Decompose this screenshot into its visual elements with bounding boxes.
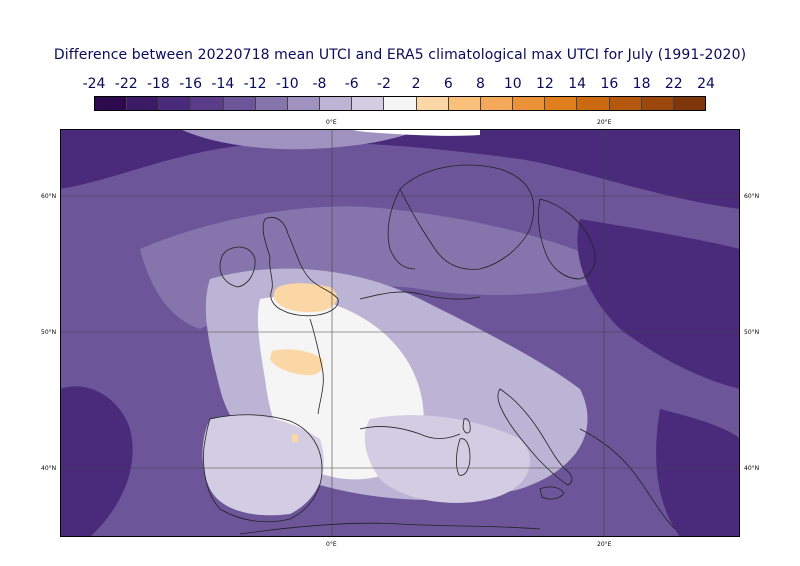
coast-corsica bbox=[462, 418, 471, 434]
colorbar-swatch bbox=[159, 97, 192, 110]
field-warm-brittany bbox=[270, 349, 324, 376]
colorbar-tick-label: -16 bbox=[179, 76, 203, 92]
colorbar-tick-label: -24 bbox=[82, 76, 106, 92]
colorbar-tick-label: -22 bbox=[114, 76, 138, 92]
colorbar-tick-label: 12 bbox=[536, 76, 554, 92]
coast-gulf-lion bbox=[359, 426, 461, 439]
coast-north-africa bbox=[239, 522, 541, 535]
map-title: Difference between 20220718 mean UTCI an… bbox=[53, 47, 747, 63]
colorbar-tick-label: 22 bbox=[664, 76, 683, 92]
tick-right-50N: 50°N bbox=[744, 329, 760, 336]
coast-scandinavia bbox=[399, 164, 534, 270]
colorbar bbox=[94, 96, 706, 111]
colorbar-swatch bbox=[287, 97, 321, 110]
tick-left-50N: 50°N bbox=[41, 329, 57, 336]
tick-top-20E: 20°E bbox=[597, 119, 612, 126]
field-warm-england bbox=[273, 283, 337, 313]
colorbar-swatch bbox=[545, 97, 578, 110]
field-southeast-dark bbox=[656, 409, 740, 537]
colorbar-swatch bbox=[673, 97, 705, 110]
map-panel bbox=[60, 129, 740, 537]
field-east-dark bbox=[577, 219, 740, 389]
tick-left-60N: 60°N bbox=[41, 193, 57, 200]
tick-right-60N: 60°N bbox=[744, 193, 760, 200]
colorbar-tick-label: -12 bbox=[243, 76, 267, 92]
coast-norway-west bbox=[387, 188, 416, 270]
colorbar-swatch bbox=[320, 97, 353, 110]
field-white-top bbox=[350, 129, 480, 136]
colorbar-swatch bbox=[255, 97, 288, 110]
tick-bottom-20E: 20°E bbox=[597, 541, 612, 548]
colorbar-tick-label: 8 bbox=[476, 76, 485, 92]
colorbar-swatch bbox=[127, 97, 160, 110]
coast-sardinia bbox=[456, 438, 471, 476]
colorbar-tick-label: -10 bbox=[275, 76, 299, 92]
colorbar-swatch bbox=[641, 97, 674, 110]
field-warm-spot bbox=[292, 434, 298, 442]
colorbar-swatch bbox=[95, 97, 128, 110]
field-west-dark bbox=[60, 386, 133, 537]
colorbar-tick-label: -6 bbox=[344, 76, 359, 92]
colorbar-tick-label: -8 bbox=[312, 76, 327, 92]
colorbar-tick-label: 14 bbox=[568, 76, 587, 92]
colorbar-tick-label: 24 bbox=[697, 76, 715, 92]
coast-ireland bbox=[219, 246, 256, 288]
coast-balkans bbox=[579, 428, 676, 530]
colorbar-swatch bbox=[577, 97, 610, 110]
gridlines bbox=[60, 129, 740, 537]
tick-right-40N: 40°N bbox=[744, 465, 760, 472]
colorbar-swatch bbox=[513, 97, 546, 110]
colorbar-tick-label: -2 bbox=[376, 76, 391, 92]
coastlines bbox=[203, 164, 676, 535]
coast-sicily bbox=[539, 486, 565, 500]
colorbar-swatch bbox=[480, 97, 514, 110]
field-mediterranean-light bbox=[364, 415, 530, 503]
tick-left-40N: 40°N bbox=[41, 465, 57, 472]
coast-baltic bbox=[538, 198, 596, 280]
coast-italy bbox=[497, 388, 573, 486]
colorbar-labels: -24 -22 -18 -16 -14 -12 -10 -8 -6 -2 2 6 8 10 12 14 16 18… bbox=[0, 76, 800, 96]
tick-top-0E: 0°E bbox=[326, 119, 337, 126]
coast-britain bbox=[262, 217, 339, 317]
colorbar-tick-label: 2 bbox=[411, 76, 421, 92]
map-frame bbox=[60, 129, 740, 537]
colorbar-swatch bbox=[384, 97, 417, 110]
field-top-strip bbox=[180, 129, 420, 150]
colorbar-swatch bbox=[352, 97, 385, 110]
colorbar-swatch bbox=[191, 97, 224, 110]
colorbar-swatch bbox=[609, 97, 642, 110]
coast-iberia bbox=[203, 414, 323, 523]
tick-bottom-0E: 0°E bbox=[326, 541, 337, 548]
colorbar-tick-label: 18 bbox=[632, 76, 651, 92]
colorbar-tick-label: -18 bbox=[146, 76, 170, 92]
colorbar-swatch bbox=[416, 97, 449, 110]
colorbar-tick-label: 16 bbox=[600, 76, 619, 92]
colorbar-tick-label: -14 bbox=[211, 76, 235, 92]
colorbar-swatch bbox=[448, 97, 481, 110]
field-north-dark bbox=[60, 129, 740, 209]
colorbar-tick-label: 10 bbox=[503, 76, 522, 92]
colorbar-swatch bbox=[223, 97, 256, 110]
colorbar-tick-label: 6 bbox=[443, 76, 453, 92]
coast-continent-north bbox=[359, 291, 481, 300]
